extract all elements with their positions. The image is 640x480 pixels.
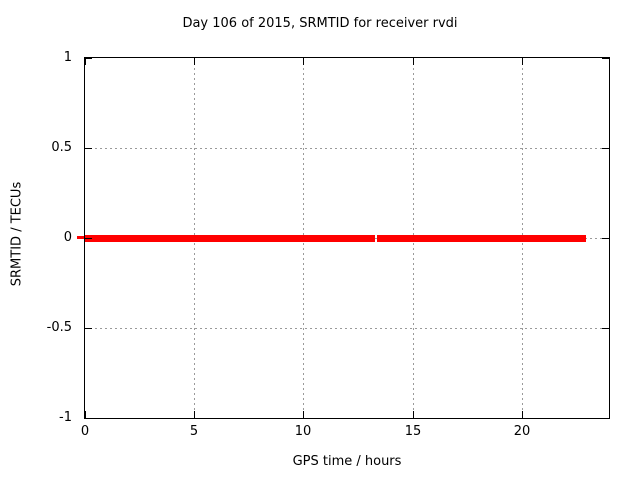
- x-tick-top: [413, 58, 414, 65]
- y-gridline: [85, 148, 609, 149]
- y-tick-label: 0.5: [51, 140, 72, 155]
- x-tick-label: 5: [189, 424, 199, 439]
- y-gridline: [85, 328, 609, 329]
- y-tick-left: [85, 148, 92, 149]
- x-tick-top: [85, 58, 86, 65]
- x-tick-top: [303, 58, 304, 65]
- red-zero-tick-mark: [77, 236, 84, 239]
- y-tick-right: [602, 328, 609, 329]
- y-tick-left: [85, 418, 92, 419]
- y-tick-label: 0: [63, 230, 72, 245]
- x-tick-bottom: [303, 411, 304, 418]
- series-line-segment: [85, 235, 375, 242]
- y-tick-right: [602, 238, 609, 239]
- series-line-segment: [377, 235, 586, 242]
- x-tick-label: 10: [294, 424, 312, 439]
- y-tick-left: [85, 58, 92, 59]
- plot-area: [84, 57, 610, 419]
- x-tick-label: 20: [513, 424, 531, 439]
- y-tick-right: [602, 418, 609, 419]
- x-tick-top: [194, 58, 195, 65]
- y-tick-right: [602, 148, 609, 149]
- x-tick-label: 0: [80, 424, 90, 439]
- x-axis-label: GPS time / hours: [292, 454, 402, 469]
- y-tick-label: -1: [59, 410, 72, 425]
- x-tick-top: [522, 58, 523, 65]
- y-tick-right: [602, 58, 609, 59]
- data-series-layer: [85, 58, 609, 418]
- y-tick-label: -0.5: [46, 320, 72, 335]
- x-tick-bottom: [194, 411, 195, 418]
- x-tick-bottom: [522, 411, 523, 418]
- y-tick-left: [85, 328, 92, 329]
- x-tick-bottom: [413, 411, 414, 418]
- tick-marks-layer: [85, 58, 609, 419]
- x-tick-bottom: [85, 411, 86, 418]
- y-tick-left: [85, 238, 92, 239]
- chart-title: Day 106 of 2015, SRMTID for receiver rvd…: [182, 16, 458, 31]
- y-tick-label: 1: [63, 50, 72, 65]
- x-tick-label: 15: [404, 424, 422, 439]
